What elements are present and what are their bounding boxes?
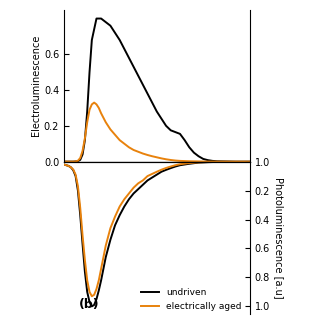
- Y-axis label: Electroluminescence: Electroluminescence: [31, 35, 41, 136]
- Legend: undriven, electrically aged: undriven, electrically aged: [137, 285, 245, 315]
- Y-axis label: Photoluminescence [a.u]: Photoluminescence [a.u]: [274, 177, 284, 299]
- Text: (b): (b): [79, 298, 100, 311]
